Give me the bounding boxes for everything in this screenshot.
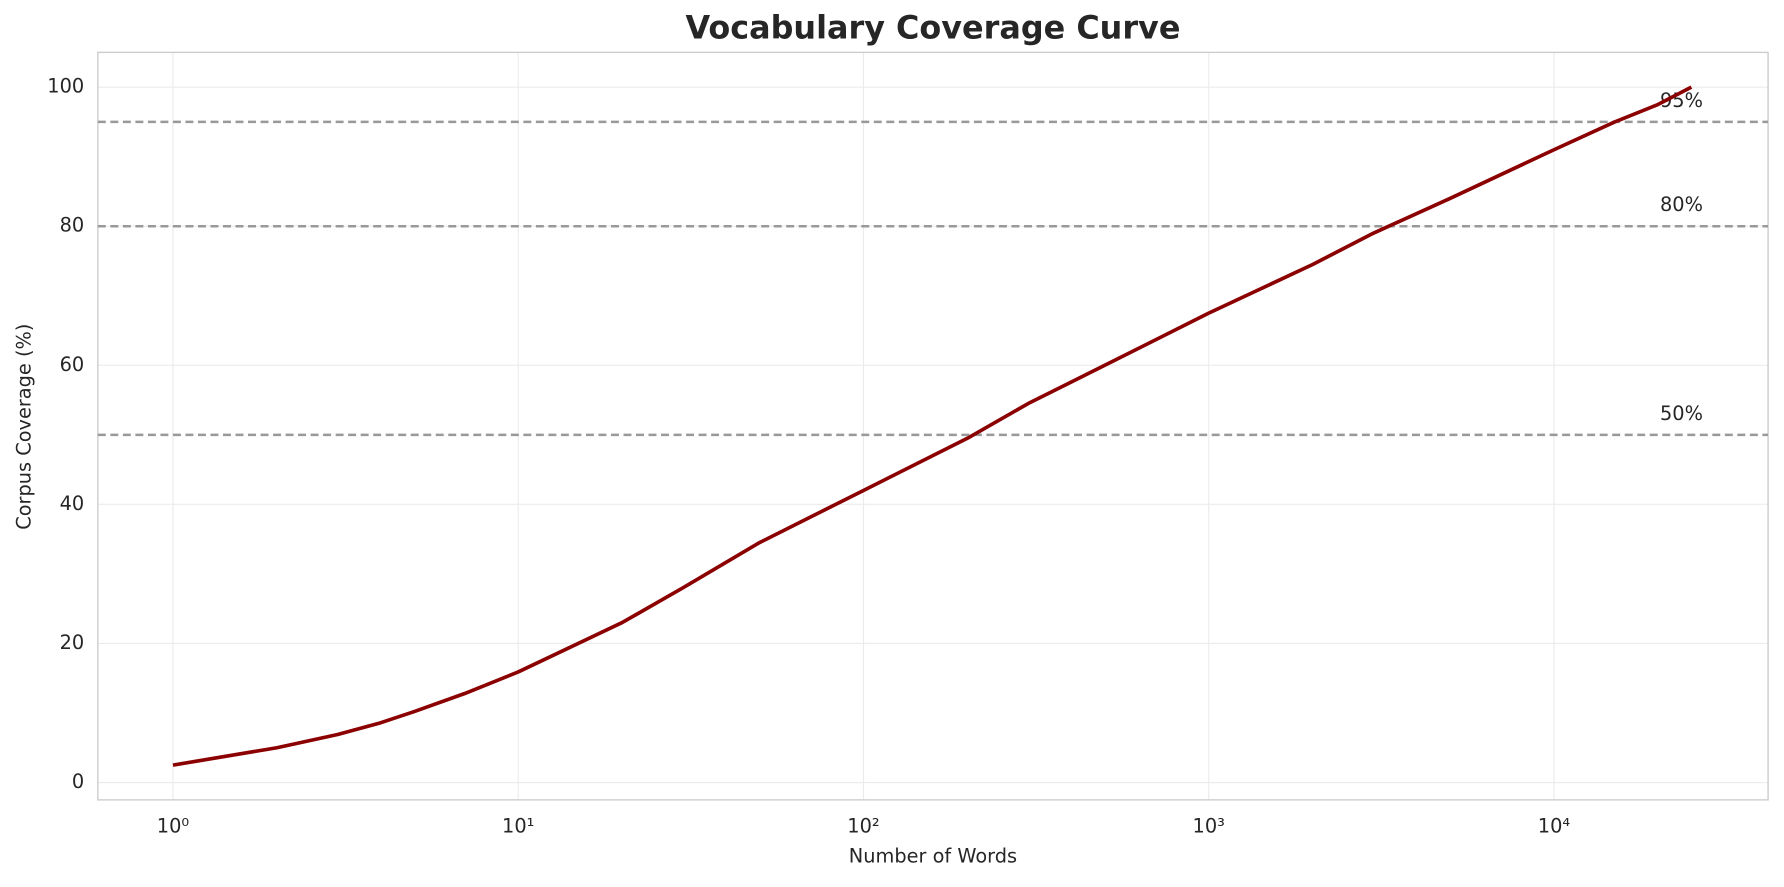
y-tick-label: 60 <box>60 353 85 376</box>
y-tick-label: 20 <box>60 631 85 654</box>
reference-label: 95% <box>1660 89 1703 112</box>
y-tick-label: 100 <box>47 75 84 98</box>
chart-title: Vocabulary Coverage Curve <box>685 9 1180 47</box>
x-tick-label: 10⁰ <box>157 815 190 838</box>
y-tick-label: 40 <box>60 492 85 515</box>
y-tick-label: 80 <box>60 214 85 237</box>
reference-label: 50% <box>1660 402 1703 425</box>
x-tick-label: 10⁴ <box>1538 815 1571 838</box>
reference-label: 80% <box>1660 193 1703 216</box>
x-axis-label: Number of Words <box>849 844 1017 867</box>
y-tick-label: 0 <box>72 770 84 793</box>
x-tick-label: 10² <box>847 815 879 838</box>
plot-frame <box>97 51 1769 801</box>
x-tick-label: 10¹ <box>502 815 534 838</box>
x-tick-label: 10³ <box>1193 815 1225 838</box>
data-line <box>172 85 1693 767</box>
y-axis-label: Corpus Coverage (%) <box>13 324 36 530</box>
